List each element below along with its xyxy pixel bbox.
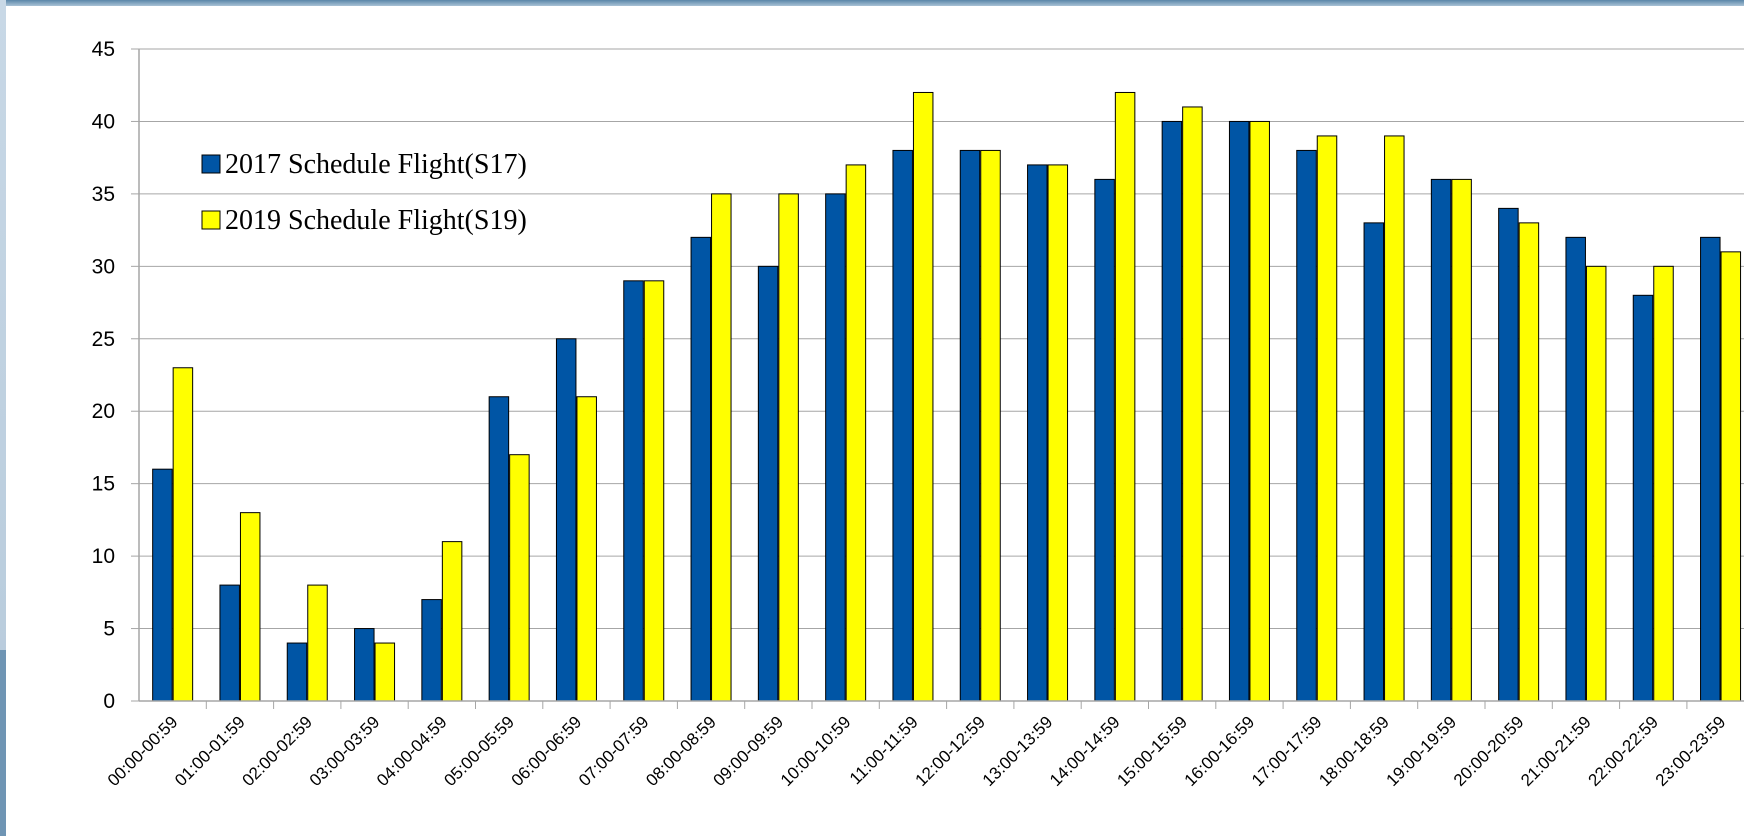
y-tick-label: 35 [92,183,115,206]
y-tick-label: 40 [92,110,115,133]
x-tick-label: 00:00-00:59 [104,712,182,790]
gridlines [131,48,1744,702]
y-tick-labels: 0 5 10 15 20 25 30 35 40 45 [92,38,115,713]
x-tick-label: 15:00-15:59 [1113,712,1191,790]
legend-label-2017: 2017 Schedule Flight(S17) [225,149,527,180]
bar-2017-06:00-06:59 [555,338,577,702]
x-tick-label: 03:00-03:59 [306,712,384,790]
x-tick-label: 07:00-07:59 [575,712,653,790]
x-tick-label: 10:00-10:59 [777,712,855,790]
bar-2019-01:00-01:59 [239,512,261,702]
bar-2017-00:00-00:59 [152,468,173,702]
bar-2017-03:00-03:59 [354,628,375,702]
top-border-band [0,0,1744,6]
bar-2019-18:00-18:59 [1384,135,1405,702]
bar-2019-17:00-17:59 [1316,135,1338,702]
bar-2017-07:00-07:59 [623,280,644,702]
x-tick-label: 06:00-06:59 [508,712,586,790]
y-tick-label: 30 [92,255,115,278]
bar-2017-16:00-16:59 [1228,120,1250,702]
x-tick-label: 18:00-18:59 [1315,712,1393,790]
bar-2019-09:00-09:59 [778,193,799,702]
x-tick-label: 19:00-19:59 [1383,712,1461,790]
bar-2019-22:00-22:59 [1653,265,1674,702]
legend-label-2019: 2019 Schedule Flight(S19) [225,205,527,236]
bar-2019-23:00-23:59 [1720,251,1742,702]
bar-2017-22:00-22:59 [1632,294,1654,702]
bar-2017-08:00-08:59 [690,236,712,702]
bar-2017-14:00-14:59 [1094,178,1115,702]
x-tick-label: 05:00-05:59 [440,712,518,790]
bar-2017-12:00-12:59 [959,149,981,702]
y-tick-label: 20 [92,400,115,423]
axes [138,49,1744,709]
bar-2017-21:00-21:59 [1565,236,1586,702]
bars [152,91,1742,702]
x-tick-label: 01:00-01:59 [171,712,249,790]
y-tick-label: 45 [92,38,115,61]
bar-2019-15:00-15:59 [1182,106,1203,702]
bar-2019-08:00-08:59 [711,193,732,702]
x-tick-label: 21:00-21:59 [1517,712,1595,790]
y-tick-label: 0 [103,690,115,713]
bar-2019-19:00-19:59 [1451,178,1472,702]
legend-swatch-2019 [201,210,221,230]
y-tick-label: 10 [92,545,115,568]
bar-2019-07:00-07:59 [643,280,665,702]
x-tick-label: 22:00-22:59 [1584,712,1662,790]
bar-2017-05:00-05:59 [488,396,510,702]
bar-2019-12:00-12:59 [980,149,1001,702]
bar-2019-14:00-14:59 [1114,91,1136,702]
bar-2017-23:00-23:59 [1700,236,1721,702]
x-tick-label: 13:00-13:59 [979,712,1057,790]
bar-2017-19:00-19:59 [1430,178,1452,702]
x-tick-label: 02:00-02:59 [238,712,316,790]
bar-2019-10:00-10:59 [845,164,867,702]
y-tick-label: 5 [103,618,115,641]
legend-swatch-2017 [201,154,221,174]
x-tick-label: 23:00-23:59 [1652,712,1730,790]
x-tick-label: 14:00-14:59 [1046,712,1124,790]
bar-2017-13:00-13:59 [1027,164,1048,702]
bar-2019-21:00-21:59 [1585,265,1607,702]
y-tick-label: 25 [92,328,115,351]
x-tick-label: 04:00-04:59 [373,712,451,790]
bar-2019-16:00-16:59 [1249,120,1270,702]
bar-2019-06:00-06:59 [576,396,597,702]
left-border-strip-dark [0,650,6,836]
bar-2017-18:00-18:59 [1363,222,1385,702]
x-tick-label: 09:00-09:59 [710,712,788,790]
bar-2019-00:00-00:59 [172,367,194,702]
bar-2019-02:00-02:59 [307,584,328,702]
bar-2017-01:00-01:59 [219,584,240,702]
x-tick-labels: 00:00-00:5901:00-01:5902:00-02:5903:00-0… [104,712,1730,790]
bar-2019-04:00-04:59 [441,541,463,702]
legend: 2017 Schedule Flight(S17) 2019 Schedule … [201,149,527,236]
bar-2017-17:00-17:59 [1296,149,1317,702]
bar-2017-09:00-09:59 [757,265,779,702]
x-tick-label: 20:00-20:59 [1450,712,1528,790]
bar-2017-04:00-04:59 [421,599,442,702]
bar-2017-11:00-11:59 [892,149,913,702]
bar-2017-10:00-10:59 [825,193,846,702]
bar-2017-15:00-15:59 [1161,120,1183,702]
bar-2017-20:00-20:59 [1498,207,1519,702]
x-tick-label: 17:00-17:59 [1248,712,1326,790]
x-tick-label: 12:00-12:59 [911,712,989,790]
bar-2019-11:00-11:59 [912,91,934,702]
bar-2019-20:00-20:59 [1518,222,1540,702]
bar-2019-03:00-03:59 [374,642,396,702]
left-border-strip [0,0,6,836]
x-tick-label: 16:00-16:59 [1181,712,1259,790]
bar-2019-05:00-05:59 [509,454,530,702]
x-tick-label: 08:00-08:59 [642,712,720,790]
bar-2019-13:00-13:59 [1047,164,1069,702]
y-tick-label: 15 [92,473,115,496]
bar-2017-02:00-02:59 [286,642,308,702]
